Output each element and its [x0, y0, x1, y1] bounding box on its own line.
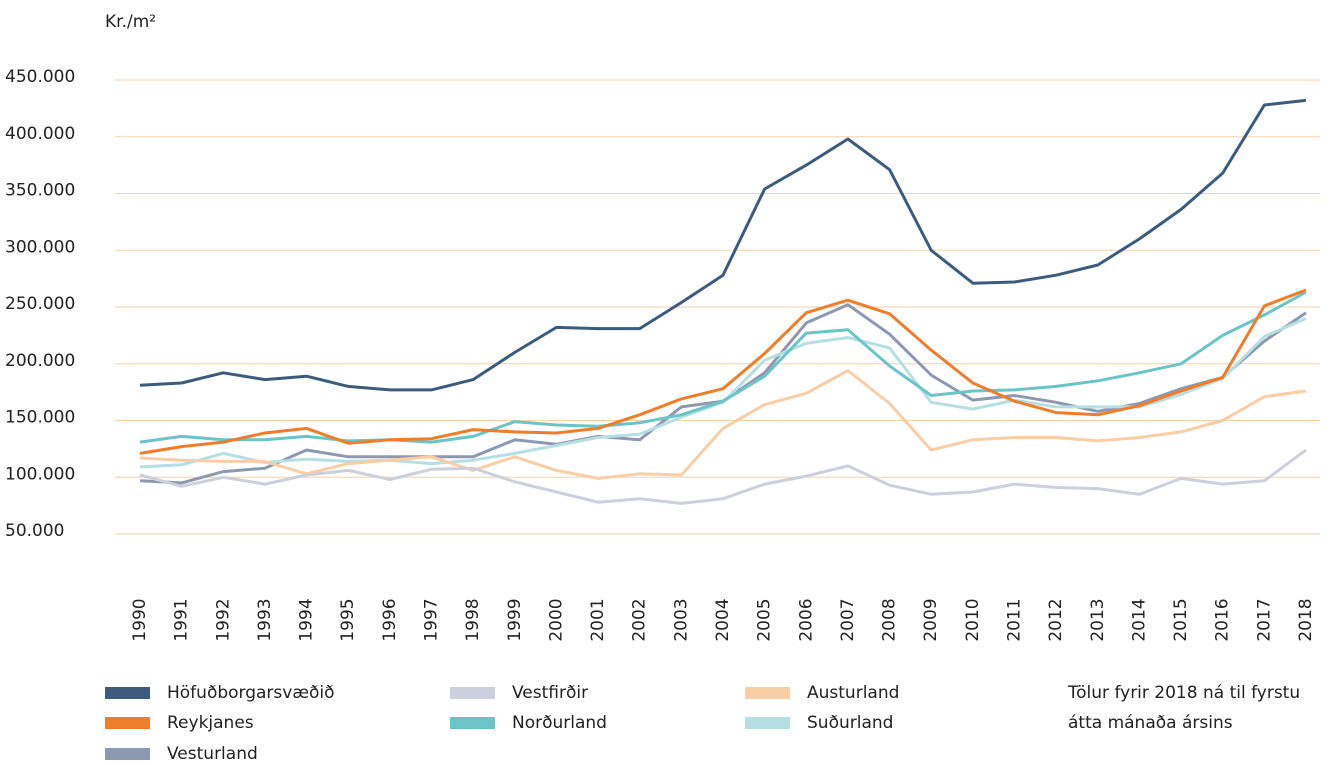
x-tick-label: 2011	[1005, 598, 1025, 641]
legend-swatch	[450, 687, 495, 699]
x-tick-label: 2009	[921, 598, 941, 641]
x-tick-label: 2002	[630, 598, 650, 641]
legend-swatch	[745, 687, 790, 699]
x-tick-label: 2000	[546, 598, 566, 641]
legend-label: Suðurland	[807, 713, 893, 733]
x-tick-label: 2006	[796, 598, 816, 641]
legend-label: Austurland	[807, 683, 899, 703]
x-tick-label: 2013	[1088, 598, 1108, 641]
series-line	[139, 369, 1307, 480]
legend-label: Norðurland	[512, 713, 607, 733]
x-tick-label: 2012	[1046, 598, 1066, 641]
x-tick-label: 1994	[297, 598, 317, 641]
y-tick-label: 50.000	[5, 521, 64, 541]
legend-swatch	[105, 717, 150, 729]
x-tick-label: 1998	[463, 598, 483, 641]
y-tick-label: 250.000	[5, 294, 75, 314]
x-tick-label: 2008	[880, 598, 900, 641]
x-tick-label: 1996	[380, 598, 400, 641]
y-tick-label: 200.000	[5, 351, 75, 371]
legend-swatch	[105, 748, 150, 760]
x-tick-label: 2015	[1171, 598, 1191, 641]
x-tick-label: 2001	[588, 598, 608, 641]
legend-swatch	[105, 687, 150, 699]
y-tick-label: 400.000	[5, 124, 75, 144]
x-tick-label: 1993	[255, 598, 275, 641]
series-line	[139, 303, 1307, 485]
series-line	[139, 288, 1307, 455]
x-tick-label: 2005	[755, 598, 775, 641]
x-tick-label: 2014	[1129, 598, 1149, 641]
note: átta mánaða ársins	[1068, 713, 1233, 733]
series-line	[139, 290, 1307, 444]
legend-label: Vestfirðir	[512, 683, 588, 703]
y-tick-label: 150.000	[5, 408, 75, 428]
legend-swatch	[745, 717, 790, 729]
series-line	[139, 448, 1307, 505]
x-tick-label: 1990	[130, 598, 150, 641]
y-tick-label: 100.000	[5, 464, 75, 484]
y-axis-label: Kr./m²	[105, 12, 156, 32]
x-tick-label: 2018	[1296, 598, 1316, 641]
x-tick-label: 2003	[671, 598, 691, 641]
series-line	[139, 98, 1307, 392]
legend-label: Reykjanes	[167, 713, 254, 733]
x-tick-label: 1997	[422, 598, 442, 641]
series-line	[139, 317, 1307, 469]
x-tick-label: 1992	[213, 598, 233, 641]
legend-label: Höfuðborgarsvæðið	[167, 683, 335, 703]
x-tick-label: 2007	[838, 598, 858, 641]
x-tick-label: 2004	[713, 598, 733, 641]
x-tick-label: 2017	[1254, 598, 1274, 641]
x-tick-label: 1991	[172, 598, 192, 641]
x-tick-label: 1999	[505, 598, 525, 641]
legend-label: Vesturland	[167, 744, 258, 764]
y-tick-label: 350.000	[5, 181, 75, 201]
y-tick-label: 300.000	[5, 237, 75, 257]
x-tick-label: 1995	[338, 598, 358, 641]
legend-swatch	[450, 717, 495, 729]
note: Tölur fyrir 2018 ná til fyrstu	[1067, 683, 1300, 703]
y-tick-label: 450.000	[5, 67, 75, 87]
x-tick-label: 2010	[963, 598, 983, 641]
x-tick-label: 2016	[1213, 598, 1233, 641]
